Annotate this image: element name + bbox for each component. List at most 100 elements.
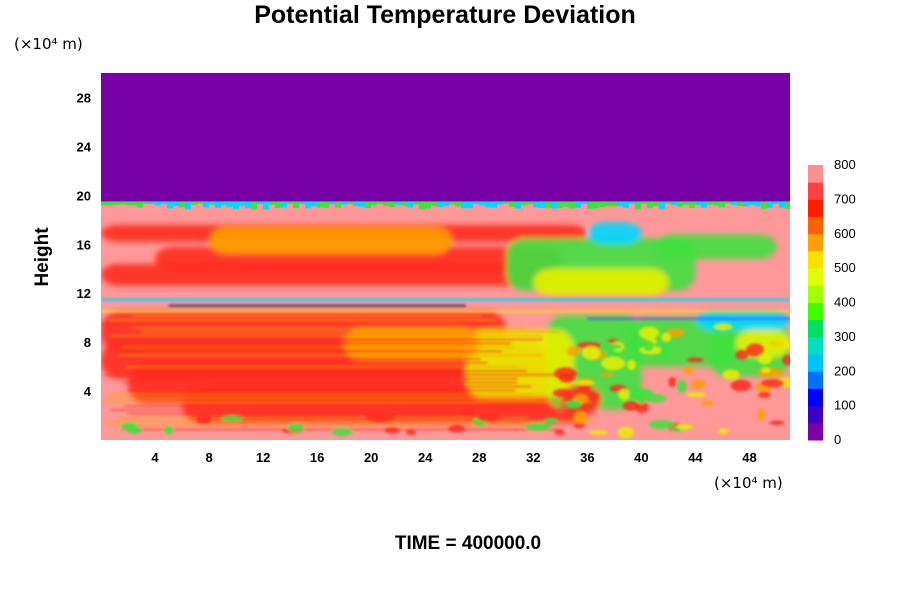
edge-fleck [587, 201, 593, 209]
edge-fleck [137, 201, 143, 208]
field-spot [622, 401, 640, 411]
field-spot [331, 427, 353, 437]
field-spot [683, 366, 694, 375]
edge-fleck [101, 201, 107, 206]
edge-fleck [365, 201, 371, 209]
field-spot [769, 420, 785, 426]
field-spot [713, 323, 733, 331]
edge-fleck [761, 201, 767, 209]
colorbar-tick-labels: 0 100 200 300 400 500 600 700 800 [834, 157, 856, 447]
x-tick-label: 28 [472, 450, 486, 465]
edge-fleck [413, 201, 419, 205]
field-spot [648, 419, 675, 430]
field-spot [686, 392, 706, 398]
field-spot [405, 429, 417, 436]
field-spot [573, 380, 595, 386]
field-stripe [131, 326, 527, 329]
edge-fleck [341, 201, 347, 205]
field-spot [588, 430, 608, 435]
field-stripe [140, 330, 559, 333]
edge-fleck [653, 201, 659, 207]
field-patch [209, 227, 453, 255]
field-spot [760, 367, 771, 373]
field-stripe [127, 413, 504, 415]
edge-fleck [221, 201, 227, 206]
field-spot [581, 346, 601, 360]
colorbar-segment [808, 354, 823, 372]
field-stripe [139, 350, 503, 353]
edge-fleck [743, 201, 749, 207]
edge-fleck [203, 201, 209, 208]
field-spot [462, 409, 475, 417]
field-stripe [140, 385, 532, 388]
field-spot [365, 412, 395, 423]
field-stripe [110, 424, 549, 427]
field-patch [695, 311, 790, 330]
colorbar-tick-label: 200 [834, 363, 856, 378]
y-tick-label: 28 [77, 90, 91, 105]
edge-fleck [293, 201, 299, 209]
edge-fleck [677, 201, 683, 207]
x-unit-label: (×10⁴ m) [714, 474, 783, 492]
colorbar-segment [808, 422, 823, 441]
edge-fleck [359, 201, 365, 207]
colorbar-segment [808, 233, 823, 252]
field-stripe [101, 298, 790, 302]
edge-fleck [707, 201, 713, 205]
colorbar-segment [808, 199, 823, 218]
x-tick-label: 8 [205, 450, 212, 465]
field-spot [524, 422, 553, 431]
x-tick-label: 24 [418, 450, 433, 465]
colorbar-segment [808, 319, 823, 338]
y-tick-label: 4 [84, 384, 92, 399]
edge-fleck [407, 201, 413, 208]
field-stripe [121, 346, 514, 349]
field-spot [758, 391, 771, 398]
edge-fleck [167, 201, 173, 209]
edge-fleck [125, 201, 131, 206]
field-stripe [587, 317, 790, 320]
edge-fleck [767, 201, 773, 208]
edge-fleck [545, 201, 551, 208]
edge-fleck [581, 201, 587, 205]
field-spot [552, 388, 572, 398]
edge-fleck [773, 201, 779, 204]
edge-fleck [209, 201, 215, 205]
x-tick-label: 4 [151, 450, 159, 465]
field-stripe [119, 358, 481, 360]
field-spot [599, 372, 614, 377]
edge-fleck [419, 201, 425, 210]
edge-fleck [107, 201, 113, 206]
edge-fleck [257, 201, 263, 205]
edge-fleck [143, 201, 149, 204]
field-spot [686, 357, 704, 363]
field-stripe [105, 397, 537, 400]
field-spot [601, 356, 626, 371]
colorbar-segment [808, 302, 823, 321]
colorbar-segment [808, 165, 823, 183]
colorbar-segment [808, 182, 823, 200]
x-tick-label: 48 [742, 450, 756, 465]
field-spot [730, 379, 752, 392]
y-tick-label: 8 [84, 335, 91, 350]
field-spot [618, 389, 631, 401]
edge-fleck [179, 201, 185, 208]
edge-fleck [563, 201, 569, 207]
field-spot [589, 392, 600, 401]
edge-fleck [347, 201, 353, 205]
edge-fleck [305, 201, 311, 209]
edge-fleck [263, 201, 269, 210]
edge-fleck [131, 201, 137, 206]
edge-fleck [215, 201, 221, 208]
edge-fleck [689, 201, 695, 209]
field-stripe [108, 393, 532, 396]
field-spot [566, 346, 583, 356]
field-spot [477, 414, 501, 422]
edge-fleck [377, 201, 383, 205]
field-stripe [101, 310, 790, 313]
field-spot [642, 339, 654, 352]
edge-fleck [119, 201, 125, 205]
edge-fleck [785, 201, 790, 209]
edge-fleck [251, 201, 257, 210]
